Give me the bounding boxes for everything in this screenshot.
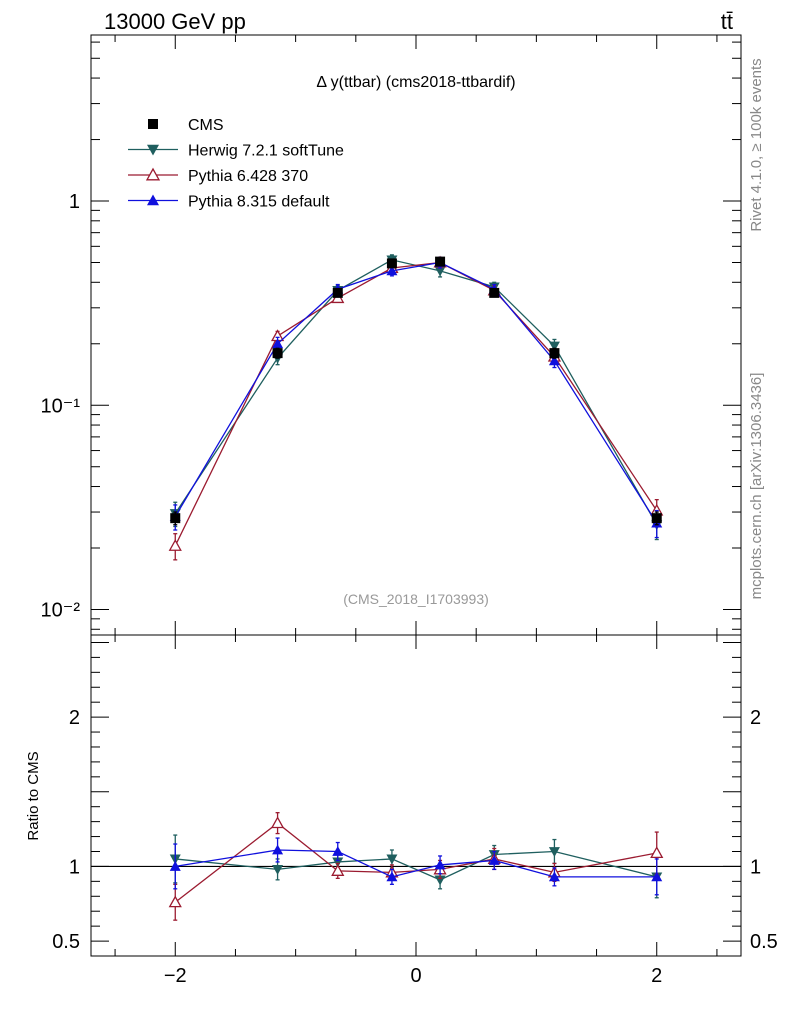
series-point: [548, 341, 560, 352]
legend-marker: [147, 194, 159, 206]
series-0: [169, 254, 663, 541]
data-point: [386, 258, 397, 269]
data-point: [332, 287, 343, 298]
legend-marker: [148, 119, 158, 129]
ratio-panel: −2 0 2 0.5 0.5 1 1 2 2: [52, 634, 778, 987]
header-left: 13000 GeV pp: [104, 9, 246, 34]
ratio-tick-label-right: 1: [750, 856, 761, 878]
ratio-ticks: [91, 641, 741, 942]
legend-entry: CMS: [148, 117, 224, 134]
data-point: [272, 348, 283, 359]
legend-marker: [147, 144, 159, 156]
ratio-y-axis-label: Ratio to CMS: [25, 751, 42, 840]
legend-entry: Pythia 8.315 default: [128, 194, 330, 211]
legend-label: CMS: [188, 117, 224, 134]
ratio-point: [270, 816, 285, 829]
y-ticks: [91, 41, 741, 630]
ratio-tick-label-left: 1: [69, 856, 80, 878]
ratio-point: [548, 871, 560, 882]
legend-marker: [145, 167, 161, 181]
legend: CMS Herwig 7.2.1 softTune Pythia 6.428 370…: [128, 117, 344, 211]
ratio-point: [434, 875, 446, 886]
chart-title: Δ y(ttbar) (cms2018-ttbardif): [316, 74, 515, 91]
legend-entry: Herwig 7.2.1 softTune: [128, 143, 344, 160]
ratio-point: [386, 871, 398, 882]
series-1: [168, 255, 664, 561]
ratio-point: [272, 844, 284, 855]
ratio-point: [386, 854, 398, 865]
ratio-tick-label-right: 0.5: [750, 931, 778, 953]
ratio-tick-label-right: 2: [750, 707, 761, 729]
series-line: [174, 259, 658, 526]
ratio-plot-frame: [90, 634, 742, 957]
series-point: [434, 266, 446, 277]
ratio-point: [488, 854, 500, 865]
legend-label: Herwig 7.2.1 softTune: [188, 143, 344, 160]
ratio-point: [331, 864, 345, 876]
ratio-series-2: [169, 837, 663, 896]
data-point: [549, 348, 560, 359]
y-tick-label: 1: [69, 191, 80, 213]
ratio-line: [175, 849, 657, 878]
data-point: [489, 287, 500, 298]
main-panel: 10⁻² 10⁻¹ 1: [41, 34, 742, 956]
series-2: [169, 256, 663, 539]
x-tick-label: −2: [164, 965, 187, 987]
legend-label: Pythia 6.428 370: [188, 168, 308, 185]
legend-label: Pythia 8.315 default: [188, 194, 330, 211]
ratio-line: [174, 822, 657, 903]
series-point: [168, 538, 182, 551]
ratio-point: [169, 860, 181, 871]
x-tick-label: 2: [651, 965, 662, 987]
series-line: [174, 261, 658, 547]
series-point: [548, 355, 560, 366]
ratio-point: [434, 859, 446, 870]
x-ticks: [114, 35, 718, 956]
ratio-point: [650, 846, 664, 859]
ratio-point: [168, 895, 182, 908]
series-point: [386, 265, 398, 276]
y-tick-label: 10⁻²: [41, 599, 81, 621]
ratio-line: [175, 850, 657, 881]
data-point: [170, 513, 181, 524]
ratio-point: [272, 865, 284, 875]
ratio-point: [548, 847, 560, 857]
x-tick-label: 0: [410, 965, 421, 987]
series-point: [272, 338, 284, 349]
ratio-point: [332, 845, 344, 856]
mcplots-text: mcplots.cern.ch [arXiv:1306.3436]: [748, 373, 765, 600]
data-point: [435, 256, 446, 267]
rivet-version-text: Rivet 4.1.0, ≥ 100k events: [748, 58, 765, 231]
ratio-point: [651, 871, 663, 882]
series-line: [174, 261, 658, 524]
analysis-watermark: (CMS_2018_I1703993): [343, 591, 489, 607]
ratio-tick-label-left: 2: [69, 707, 80, 729]
header-right: tt̄: [721, 9, 733, 34]
data-series: [170, 256, 662, 526]
ratio-point: [332, 857, 344, 868]
y-tick-label: 10⁻¹: [41, 395, 81, 417]
ratio-tick-label-left: 0.5: [52, 931, 80, 953]
data-point: [651, 513, 662, 524]
legend-entry: Pythia 6.428 370: [128, 167, 308, 185]
